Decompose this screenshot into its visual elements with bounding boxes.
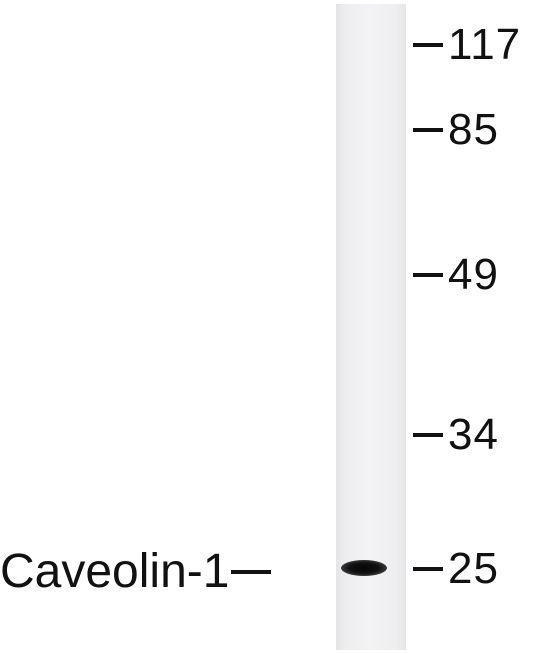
marker-tick: [413, 567, 443, 571]
protein-band: [341, 560, 387, 576]
marker-117: 117: [413, 22, 521, 68]
marker-25: 25: [413, 546, 499, 592]
marker-label: 49: [448, 250, 499, 299]
marker-49: 49: [413, 252, 499, 298]
marker-tick: [413, 128, 443, 132]
marker-tick: [413, 433, 443, 437]
marker-label: 85: [448, 105, 499, 154]
marker-85: 85: [413, 107, 499, 153]
marker-label: 25: [448, 544, 499, 593]
marker-label: 34: [448, 410, 499, 459]
sample-lane: [336, 4, 406, 650]
target-name: Caveolin-1: [0, 545, 230, 598]
marker-34: 34: [413, 412, 499, 458]
marker-tick: [413, 43, 443, 47]
marker-label: 117: [448, 20, 522, 69]
marker-tick: [413, 273, 443, 277]
target-pointer-line: [231, 570, 272, 574]
target-protein-label: Caveolin-1: [0, 545, 272, 599]
